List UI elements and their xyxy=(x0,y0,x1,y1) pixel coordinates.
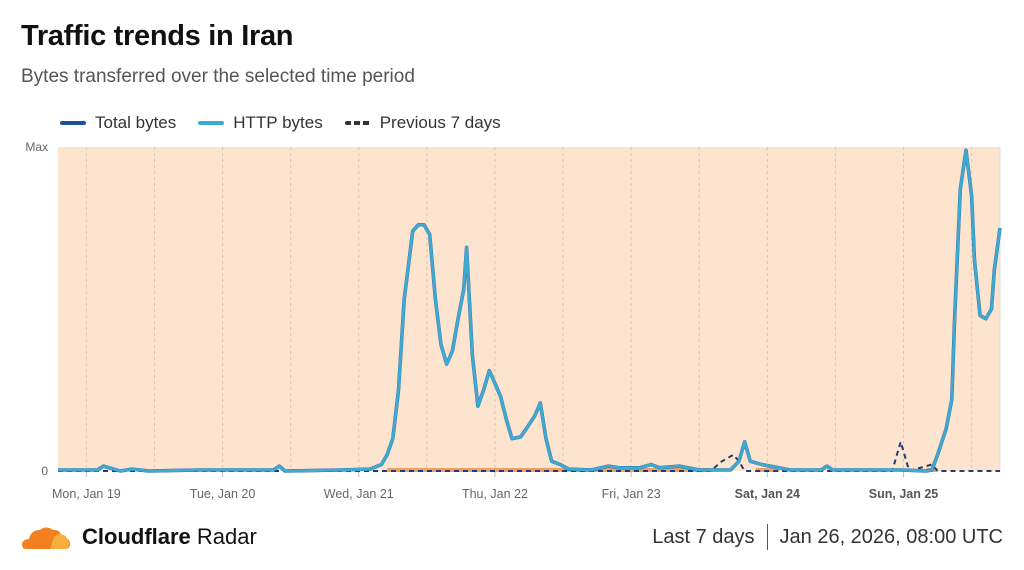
date-range-label: Last 7 days xyxy=(652,525,755,548)
series-http-bytes xyxy=(58,148,1002,473)
legend-total-bytes[interactable]: Total bytes xyxy=(60,113,176,133)
x-tick-label: Thu, Jan 22 xyxy=(462,487,528,501)
x-tick-label: Wed, Jan 21 xyxy=(324,487,394,501)
brand-product: Radar xyxy=(196,524,257,549)
footer-meta: Last 7 days Jan 26, 2026, 08:00 UTC xyxy=(652,524,1003,550)
x-tick-label: Sun, Jan 25 xyxy=(869,487,939,501)
legend-label: Previous 7 days xyxy=(379,113,501,132)
x-tick-label: Fri, Jan 23 xyxy=(602,487,661,501)
y-tick-label: Max xyxy=(25,140,48,154)
cloudflare-cloud-icon xyxy=(22,527,70,549)
legend-http-bytes[interactable]: HTTP bytes xyxy=(198,113,323,133)
legend-swatch-total xyxy=(60,121,86,125)
x-tick-label: Tue, Jan 20 xyxy=(190,487,256,501)
x-tick-label: Mon, Jan 19 xyxy=(52,487,121,501)
y-tick-label: 0 xyxy=(41,464,48,478)
legend-swatch-http xyxy=(198,121,225,125)
timestamp: Jan 26, 2026, 08:00 UTC xyxy=(779,525,1003,548)
cloudflare-radar-logo: Cloudflare Radar xyxy=(20,522,257,552)
divider xyxy=(766,524,768,550)
legend-previous-7-days[interactable]: Previous 7 days xyxy=(344,113,501,133)
page-subtitle: Bytes transferred over the selected time… xyxy=(21,66,415,87)
plot-area xyxy=(58,147,1000,471)
legend-swatch-previous xyxy=(344,121,371,125)
chart-legend: Total bytes HTTP bytes Previous 7 days xyxy=(60,113,501,133)
legend-label: HTTP bytes xyxy=(233,113,323,132)
traffic-chart: 0 Max Mon, Jan 19 Tue, Jan 20 Wed, Jan 21 Thu… xyxy=(25,140,1002,501)
legend-label: Total bytes xyxy=(95,113,177,132)
page-title: Traffic trends in Iran xyxy=(21,20,294,52)
brand-name: Cloudflare xyxy=(82,524,191,549)
x-tick-label: Sat, Jan 24 xyxy=(735,487,800,501)
